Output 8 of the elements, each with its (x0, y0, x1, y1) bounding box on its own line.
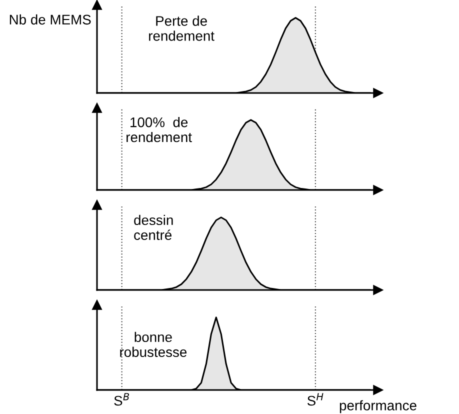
annotation: bonne robustesse (120, 332, 187, 358)
x-axis-title: performance (340, 400, 416, 414)
annotation: 100% de rendement (126, 117, 192, 142)
annotation: Perte de rendement (149, 16, 214, 41)
y-axis-title: Nb de MEMS (10, 14, 91, 25)
annotation: dessin centré (134, 214, 173, 240)
x-tick-label: S$^{B}$ (114, 393, 130, 406)
x-tick-label: S$^{H}$ (307, 393, 324, 406)
